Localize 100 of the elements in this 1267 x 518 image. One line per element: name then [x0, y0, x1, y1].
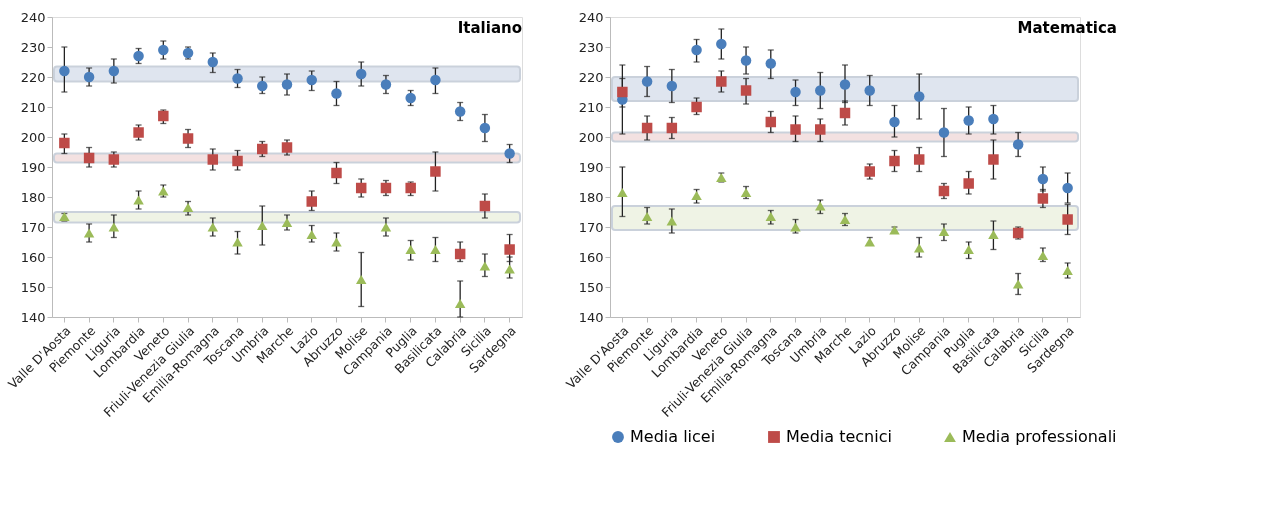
y-tick-label: 220	[578, 69, 604, 85]
point	[380, 79, 392, 90]
point	[207, 154, 219, 165]
legend-label: Media professionali	[962, 427, 1117, 446]
point	[430, 74, 441, 86]
point	[331, 88, 342, 99]
point	[479, 261, 491, 271]
point	[380, 222, 392, 232]
y-tick-label: 240	[578, 9, 604, 25]
y-tick-label: 190	[578, 159, 604, 175]
point	[430, 244, 441, 255]
point	[504, 148, 515, 159]
point	[1037, 193, 1049, 204]
point	[815, 124, 826, 135]
point	[839, 214, 851, 225]
point	[355, 274, 367, 285]
y-tick-label: 190	[20, 159, 46, 175]
point	[281, 142, 293, 153]
point	[158, 44, 169, 56]
y-tick-label: 180	[578, 189, 604, 205]
point	[232, 73, 243, 84]
y-tick-label: 180	[20, 189, 46, 205]
y-tick-label: 140	[20, 309, 46, 325]
point	[839, 107, 851, 119]
point	[355, 68, 367, 80]
point	[790, 124, 801, 135]
point	[691, 101, 702, 113]
point	[889, 155, 900, 167]
point	[963, 178, 974, 189]
point	[454, 248, 466, 260]
point	[691, 44, 702, 56]
y-tick-label: 200	[20, 129, 46, 145]
point	[257, 80, 268, 92]
point	[815, 201, 826, 211]
point	[765, 58, 777, 69]
point	[864, 85, 875, 96]
point	[281, 79, 293, 90]
point	[938, 127, 950, 138]
point	[963, 115, 974, 126]
point	[380, 182, 392, 194]
point	[666, 216, 678, 226]
point	[232, 237, 243, 247]
point	[232, 155, 243, 167]
point	[331, 237, 342, 247]
point	[988, 154, 999, 165]
point	[83, 71, 95, 83]
point	[207, 222, 219, 232]
y-tick-label: 200	[578, 129, 604, 145]
point	[454, 106, 466, 117]
point	[1062, 214, 1073, 225]
y-tick-label: 230	[20, 39, 46, 55]
point	[479, 200, 491, 212]
point	[913, 243, 925, 253]
point	[988, 229, 999, 240]
point	[666, 80, 678, 92]
point	[716, 38, 727, 50]
y-tick-label: 140	[578, 309, 604, 325]
point	[1012, 279, 1024, 289]
point	[59, 65, 70, 77]
point	[963, 244, 974, 255]
point	[306, 196, 317, 207]
y-tick-label: 150	[20, 279, 46, 295]
point	[257, 220, 268, 231]
point	[454, 298, 466, 309]
y-tick-label: 210	[578, 99, 604, 115]
point	[740, 55, 752, 66]
point	[617, 187, 628, 198]
point	[479, 122, 491, 134]
point	[716, 76, 727, 87]
legend-label: Media licei	[630, 427, 716, 446]
point	[641, 211, 653, 222]
chart-title: Italiano	[457, 19, 522, 37]
point	[988, 113, 999, 125]
point	[133, 195, 144, 205]
legend-label: Media tecnici	[786, 427, 892, 446]
point	[740, 85, 752, 96]
point	[1037, 173, 1049, 185]
point	[108, 222, 120, 232]
point	[83, 228, 95, 238]
y-tick-label: 160	[20, 249, 46, 265]
y-tick-label: 220	[20, 69, 46, 85]
point	[331, 167, 342, 179]
point	[765, 116, 777, 128]
point	[306, 74, 317, 86]
point	[938, 226, 950, 237]
point	[864, 166, 875, 177]
y-tick-label: 230	[578, 39, 604, 55]
point	[617, 86, 628, 98]
point	[59, 137, 70, 149]
point	[355, 182, 367, 194]
point	[913, 154, 925, 165]
point	[889, 116, 900, 128]
point	[405, 244, 416, 255]
point	[504, 244, 515, 255]
point	[182, 133, 194, 144]
point	[790, 86, 801, 98]
point	[108, 65, 120, 77]
point	[504, 264, 515, 274]
point	[1012, 139, 1024, 150]
point	[790, 222, 801, 232]
